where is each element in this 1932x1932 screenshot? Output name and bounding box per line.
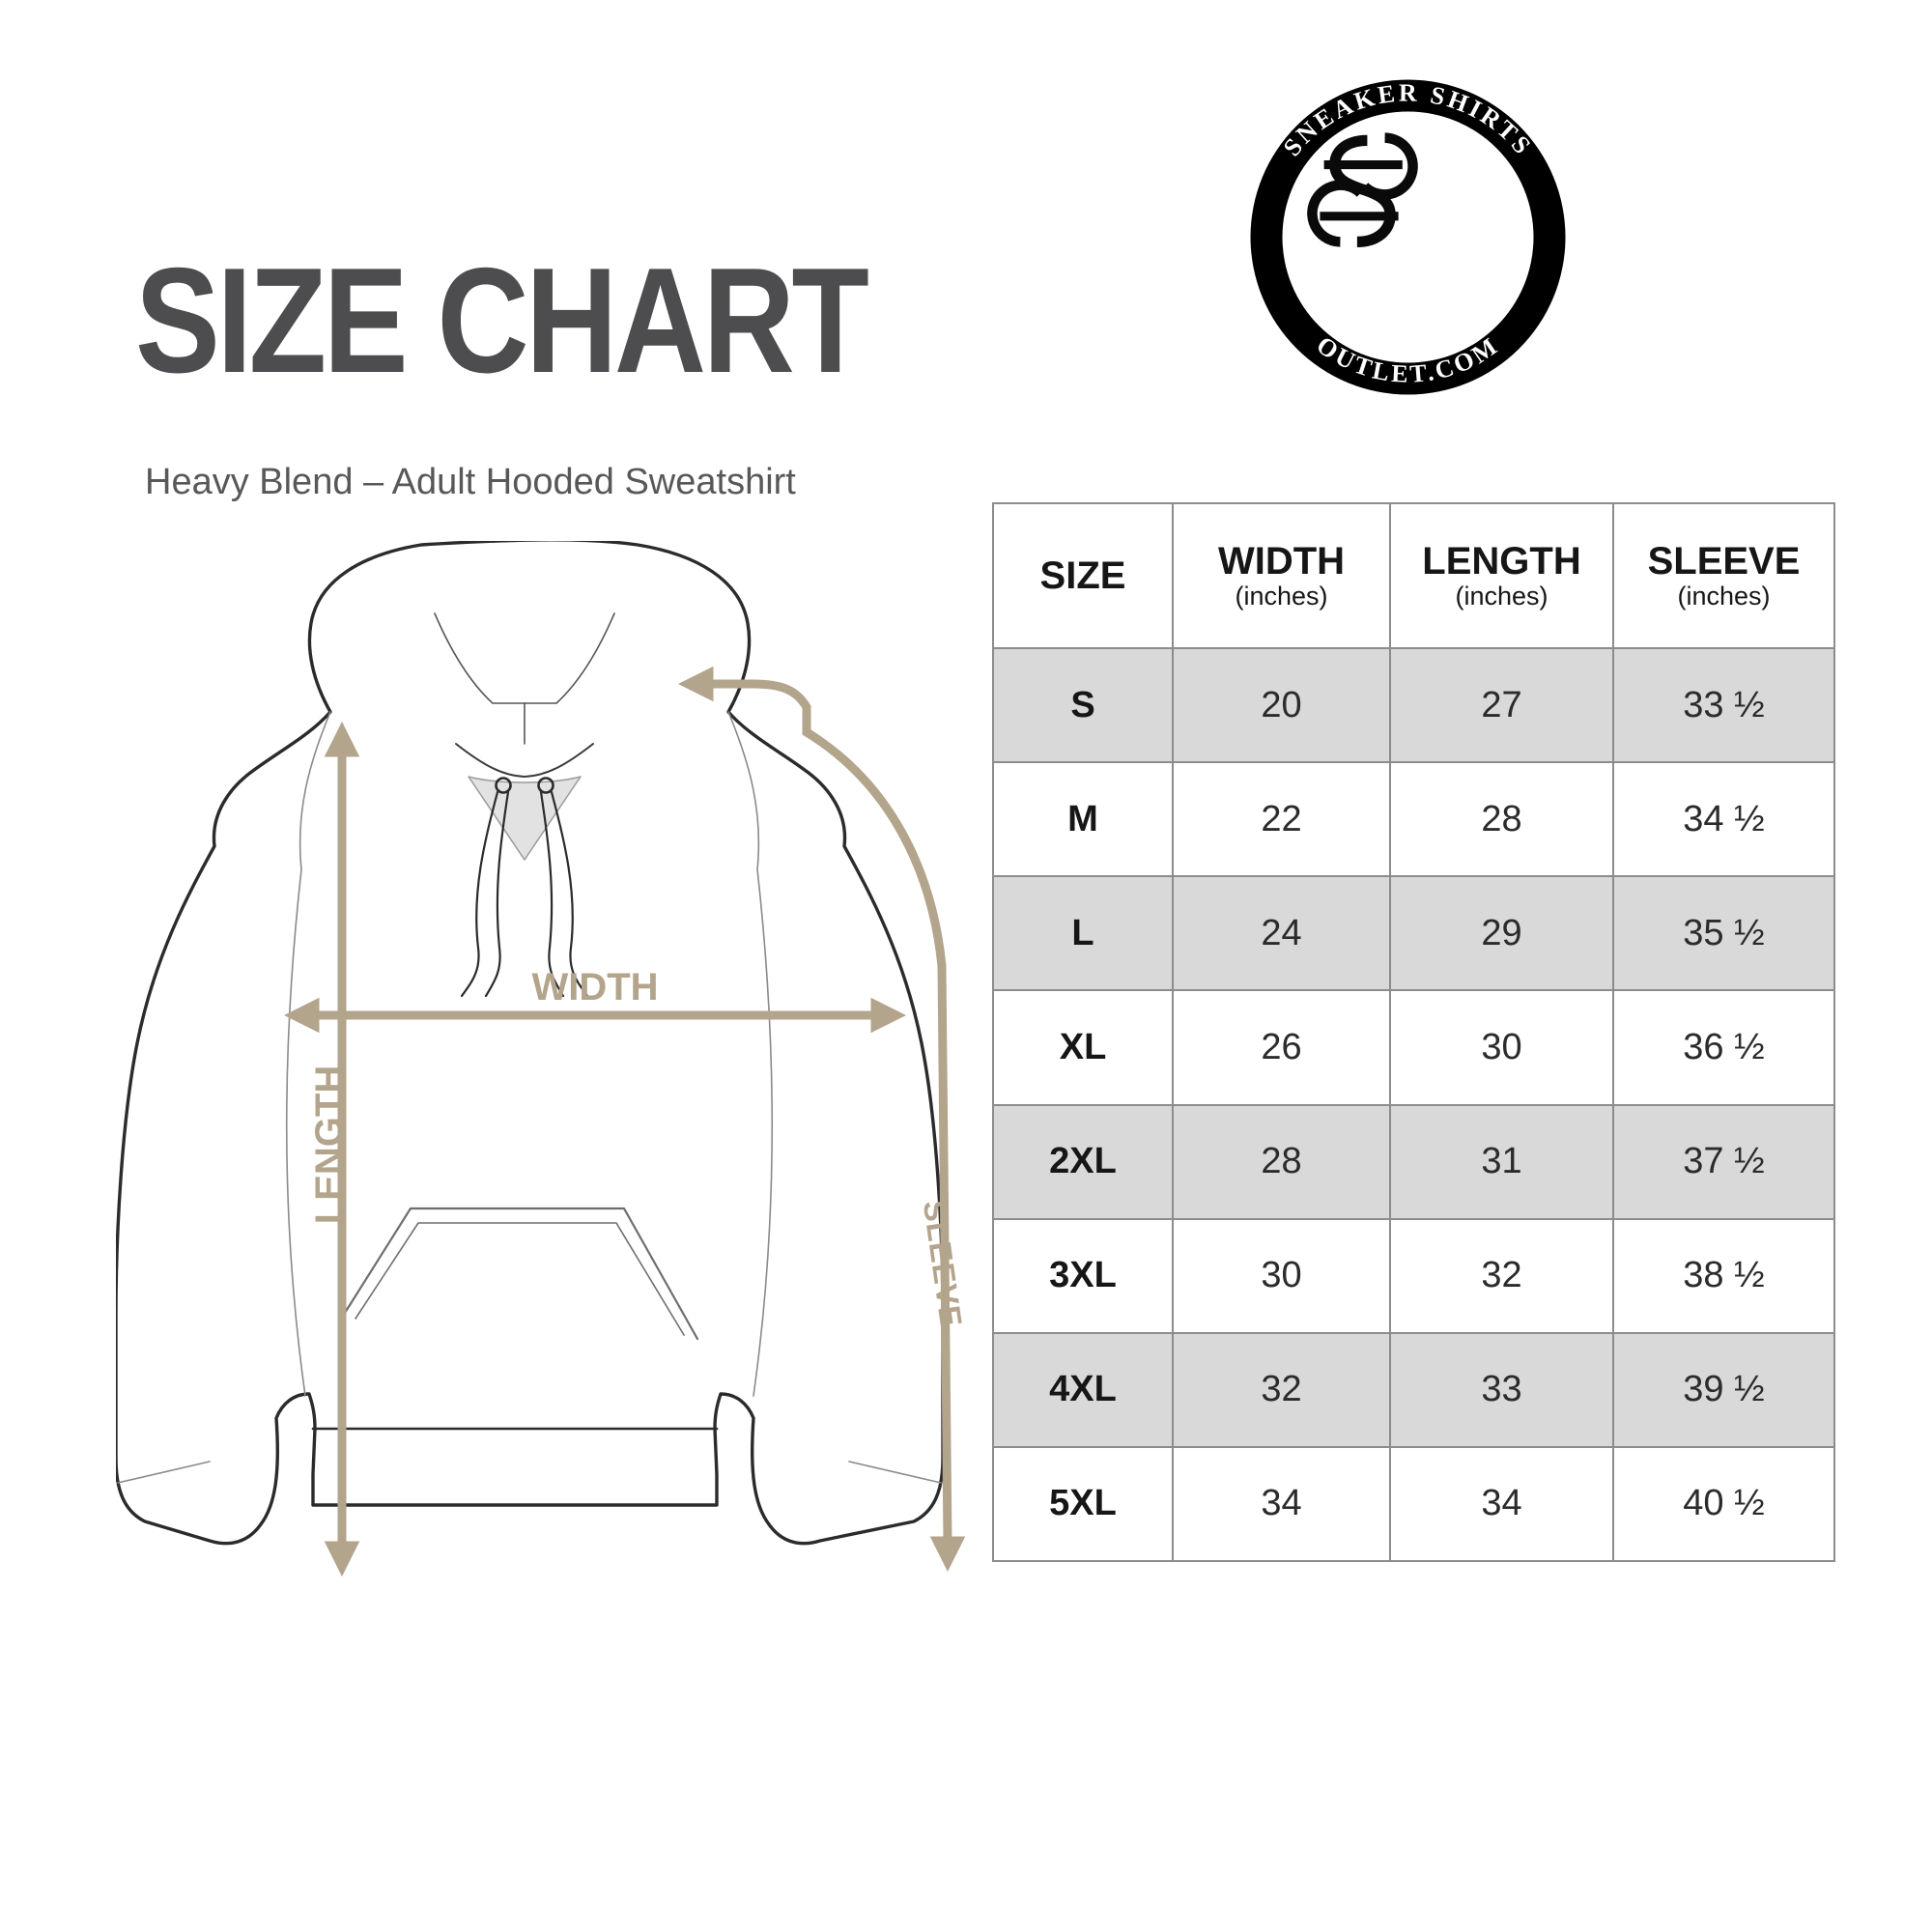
svg-text:WIDTH: WIDTH bbox=[531, 966, 658, 1009]
svg-text:LENGTH: LENGTH bbox=[308, 1065, 351, 1224]
